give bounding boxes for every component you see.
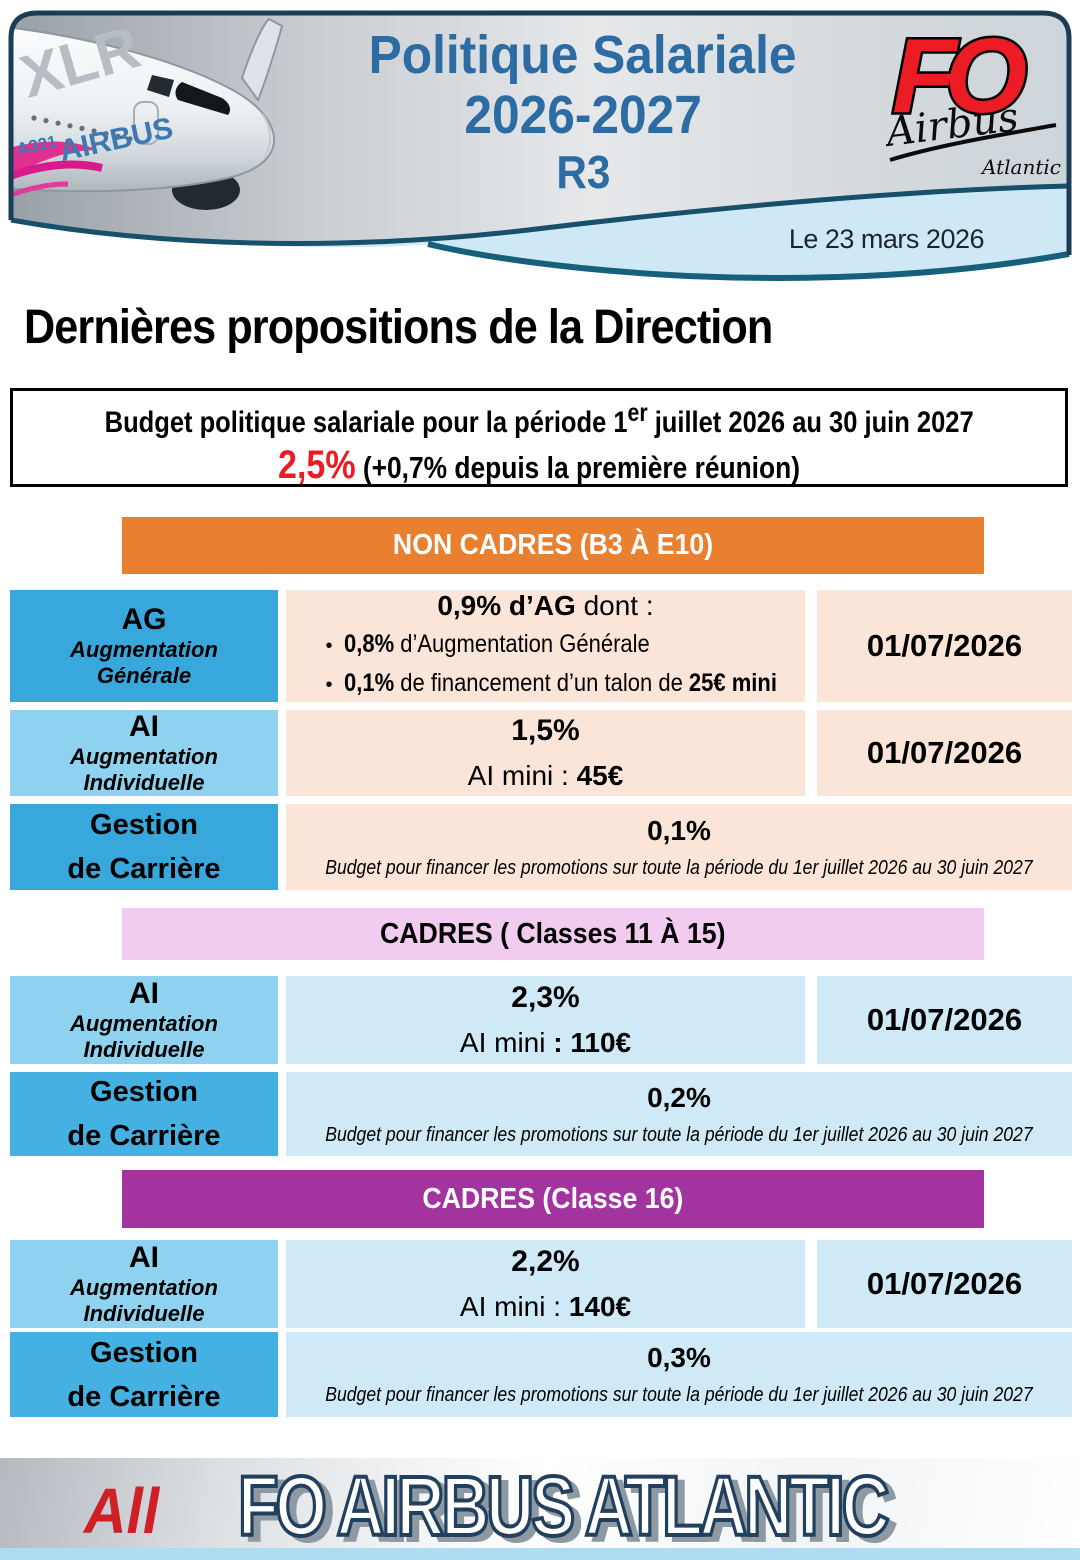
ai-title: AI [129,1241,159,1274]
budget-box: Budget politique salariale pour la pério… [10,388,1068,487]
gc-label1: Gestion [90,1336,198,1369]
logo-atlantic-text: Atlantic [980,155,1061,179]
footer-brand-text: FO AIRBUS ATLANTIC [236,1459,891,1553]
ag-title: AG [121,603,167,636]
row-nc-gc: Gestion de Carrière 0,1% Budget pour fin… [0,804,1080,890]
banner-non-cadres: NON CADRES (B3 À E10) [122,517,984,574]
page-title: Dernières propositions de la Direction [24,301,773,354]
cell-ai-label: AI Augmentation Individuelle [10,1240,278,1328]
footer-all-text: All [84,1475,160,1547]
ai-title: AI [129,710,159,743]
banner-cadres-11-15: CADRES ( Classes 11 À 15) [122,908,984,960]
ag-line1: 0,9% d’AG dont : [437,590,654,621]
header-banner: XLR A321 AIRBUS Politique Salariale 2026… [8,6,1072,292]
plane-winglet [240,17,284,103]
banner-cadres-16: CADRES (Classe 16) [122,1170,984,1228]
gc-label2: de Carrière [67,1120,221,1152]
gc-percent: 0,1% [647,814,711,846]
cell-ag-label: AG Augmentation Générale [10,590,278,702]
cell-gc-label: Gestion de Carrière [10,1332,278,1417]
ai-subtitle2: Individuelle [83,770,205,795]
fo-airbus-atlantic-logo: FO Airbus Atlantic [886,16,1061,179]
cell-gc-label: Gestion de Carrière [10,804,278,890]
ag-bullet1: • 0,8% d’Augmentation Générale [325,630,650,658]
budget-line2: 2,5% (+0,7% depuis la première réunion) [278,443,800,487]
gc-note: Budget pour financer les promotions sur … [325,1123,1033,1146]
row-nc-ag: AG Augmentation Générale 0,9% d’AG dont … [0,590,1080,702]
logo-fo-text: FO [892,17,1026,135]
gc-label2: de Carrière [67,853,221,885]
ai-subtitle2: Individuelle [83,1037,205,1062]
row-nc-ai: AI Augmentation Individuelle 1,5% AI min… [0,710,1080,796]
cell-gc-content: 0,1% Budget pour financer les promotions… [286,804,1072,890]
gc-label2: de Carrière [67,1380,221,1413]
document-date: Le 23 mars 2026 [788,224,985,254]
cell-ai-content: 1,5% AI mini : 45€ [286,710,805,796]
gc-note: Budget pour financer les promotions sur … [325,1384,1033,1406]
cell-ag-date: 01/07/2026 [817,590,1072,702]
row-c16-ai: AI Augmentation Individuelle 2,2% AI min… [0,1240,1080,1328]
ai-subtitle1: Augmentation [70,744,218,769]
cell-ai-content: 2,2% AI mini : 140€ [286,1240,805,1328]
gc-percent: 0,3% [647,1342,711,1373]
ai-mini: AI mini : 45€ [467,760,624,791]
ai-subtitle2: Individuelle [83,1301,205,1326]
footer-brand-shadow: FO AIRBUS ATLANTIC [243,1464,898,1558]
ai-subtitle1: Augmentation [70,1275,218,1300]
ai-percent: 1,5% [511,714,580,747]
ai-percent: 2,2% [511,1245,580,1278]
cell-gc-label: Gestion de Carrière [10,1072,278,1156]
ai-percent: 2,3% [511,981,580,1014]
gc-label1: Gestion [90,1076,198,1108]
cell-ai-label: AI Augmentation Individuelle [10,710,278,796]
row-c16-gc: Gestion de Carrière 0,3% Budget pour fin… [0,1332,1080,1417]
footer-brand: FO AIRBUS ATLANTIC FO AIRBUS ATLANTIC [236,1458,1078,1558]
cell-ai-date: 01/07/2026 [817,710,1072,796]
ai-mini: AI mini : 140€ [459,1291,632,1322]
gc-note: Budget pour financer les promotions sur … [325,856,1033,879]
ai-mini: AI mini : 110€ [459,1027,632,1058]
ag-subtitle1: Augmentation [70,637,218,662]
budget-line1: Budget politique salariale pour la pério… [104,399,974,439]
title-line2: 2026-2027 [464,85,702,145]
logo-swash [889,123,1057,162]
title-line1: Politique Salariale [369,25,797,85]
ai-subtitle1: Augmentation [70,1011,218,1036]
budget-percent: 2,5% [278,443,356,487]
cell-ag-content: 0,9% d’AG dont : • 0,8% d’Augmentation Gé… [286,590,805,702]
title-line3: R3 [555,146,611,198]
header-background: XLR A321 AIRBUS [8,10,1072,281]
cell-ai-date: 01/07/2026 [817,976,1072,1064]
ag-bullet2: • 0,1% de financement d’un talon de 25€ m… [325,669,777,697]
cell-ai-date: 01/07/2026 [817,1240,1072,1328]
cell-ai-content: 2,3% AI mini : 110€ [286,976,805,1064]
footer-band: All FO AIRBUS ATLANTIC FO AIRBUS ATLANTI… [0,1458,1080,1558]
footer-blue-strip [0,1548,1080,1560]
document-title: Politique Salariale 2026-2027 R3 [348,24,818,200]
ag-subtitle2: Générale [96,663,192,688]
cell-gc-content: 0,3% Budget pour financer les promotions… [286,1332,1072,1417]
gc-label1: Gestion [90,809,198,841]
ai-title: AI [129,977,159,1010]
gc-percent: 0,2% [647,1081,711,1113]
ag-bullets: • 0,8% d’Augmentation Générale • 0,1% de f… [286,626,805,704]
cell-gc-content: 0,2% Budget pour financer les promotions… [286,1072,1072,1156]
row-c11-ai: AI Augmentation Individuelle 2,3% AI min… [0,976,1080,1064]
cell-ai-label: AI Augmentation Individuelle [10,976,278,1064]
row-c11-gc: Gestion de Carrière 0,2% Budget pour fin… [0,1072,1080,1156]
